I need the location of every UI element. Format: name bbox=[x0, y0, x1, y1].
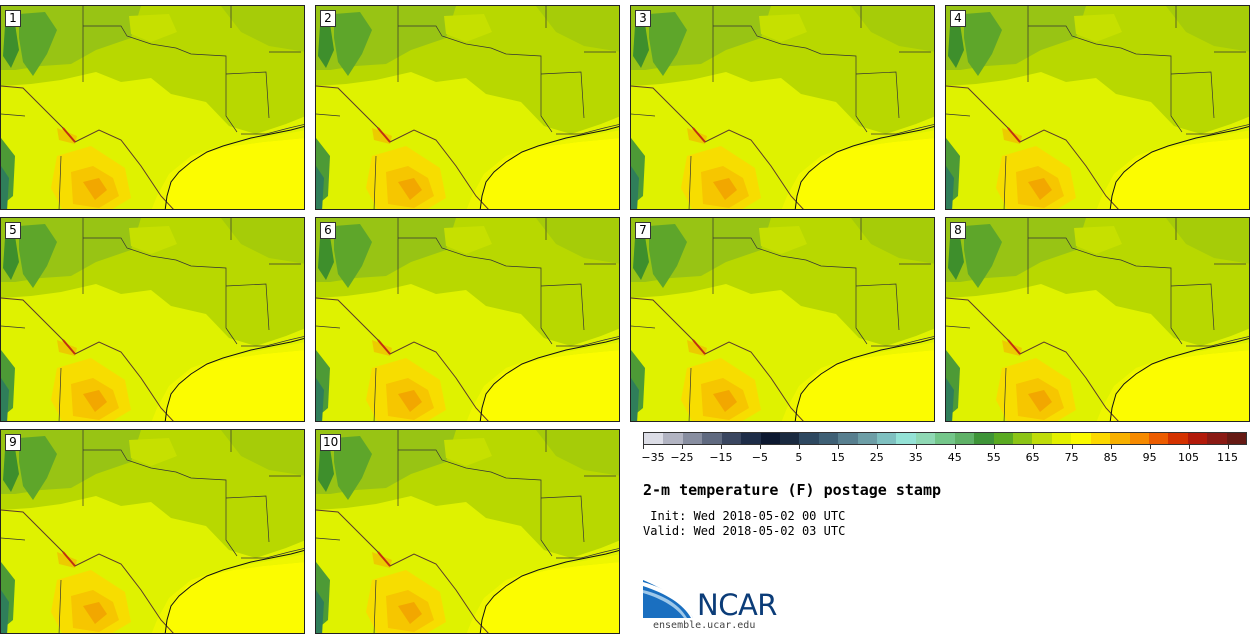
colorbar-swatch bbox=[877, 433, 897, 444]
colorbar-tick-label: 25 bbox=[869, 451, 884, 464]
colorbar-swatch bbox=[896, 433, 916, 444]
colorbar-tick-label: 65 bbox=[1025, 451, 1040, 464]
colorbar-swatch bbox=[721, 433, 742, 444]
postage-stamp-map: 9 bbox=[0, 429, 305, 634]
postage-stamp-map: 5 bbox=[0, 217, 305, 422]
colorbar-tick bbox=[1071, 445, 1073, 449]
member-label: 10 bbox=[320, 434, 342, 451]
member-label: 4 bbox=[950, 10, 966, 27]
colorbar-tick-label: 95 bbox=[1142, 451, 1157, 464]
colorbar-tick bbox=[876, 445, 878, 449]
colorbar-tick bbox=[954, 445, 956, 449]
colorbar-swatch bbox=[954, 433, 975, 444]
member-label: 5 bbox=[5, 222, 21, 239]
colorbar-swatch bbox=[1129, 433, 1149, 444]
colorbar-swatch bbox=[1013, 433, 1033, 444]
colorbar-tick-label: 115 bbox=[1217, 451, 1239, 464]
member-label: 2 bbox=[320, 10, 336, 27]
postage-stamp-map: 8 bbox=[945, 217, 1250, 422]
postage-stamp-map: 2 bbox=[315, 5, 620, 210]
colorbar-swatch bbox=[799, 433, 819, 444]
ncar-logo-text: NCAR bbox=[697, 588, 777, 622]
colorbar-tick bbox=[720, 445, 722, 449]
colorbar-swatch bbox=[935, 433, 955, 444]
valid-time: Valid: Wed 2018-05-02 03 UTC bbox=[643, 524, 846, 538]
colorbar-tick bbox=[1110, 445, 1112, 449]
colorbar-tick bbox=[1188, 445, 1190, 449]
postage-stamp-map: 4 bbox=[945, 5, 1250, 210]
colorbar-swatch bbox=[1168, 433, 1188, 444]
colorbar-tick bbox=[759, 445, 761, 449]
colorbar-tick-label: 45 bbox=[947, 451, 962, 464]
colorbar-tick bbox=[681, 445, 683, 449]
colorbar-tick-label: −15 bbox=[709, 451, 733, 464]
postage-stamp-map: 1 bbox=[0, 5, 305, 210]
colorbar-tick bbox=[837, 445, 839, 449]
colorbar-swatch bbox=[1032, 433, 1052, 444]
colorbar-tick-label: −5 bbox=[751, 451, 768, 464]
colorbar-swatch bbox=[857, 433, 878, 444]
colorbar-swatch bbox=[1148, 433, 1169, 444]
postage-stamp-map: 6 bbox=[315, 217, 620, 422]
colorbar-tick bbox=[1032, 445, 1034, 449]
colorbar-swatch bbox=[1051, 433, 1072, 444]
colorbar-swatch bbox=[1187, 433, 1208, 444]
postage-stamp-map: 7 bbox=[630, 217, 935, 422]
colorbar-tick-label: 5 bbox=[795, 451, 803, 464]
colorbar-swatch bbox=[1071, 433, 1091, 444]
member-label: 9 bbox=[5, 434, 21, 451]
colorbar-tick-label: 35 bbox=[908, 451, 923, 464]
temperature-colorbar bbox=[643, 432, 1247, 445]
postage-stamp-map: 3 bbox=[630, 5, 935, 210]
colorbar-tick-label: 15 bbox=[830, 451, 845, 464]
colorbar-swatch bbox=[663, 433, 683, 444]
colorbar-tick-label: 75 bbox=[1064, 451, 1079, 464]
logo-url: ensemble.ucar.edu bbox=[653, 620, 756, 631]
colorbar-swatch bbox=[1207, 433, 1227, 444]
colorbar-tick bbox=[993, 445, 995, 449]
colorbar-tick-label: 105 bbox=[1178, 451, 1200, 464]
colorbar-swatch bbox=[974, 433, 994, 444]
colorbar-swatch bbox=[838, 433, 858, 444]
colorbar-tick-label: −25 bbox=[670, 451, 694, 464]
colorbar-swatch bbox=[779, 433, 800, 444]
colorbar-tick bbox=[1227, 445, 1229, 449]
colorbar-swatch bbox=[1226, 433, 1247, 444]
member-label: 3 bbox=[635, 10, 651, 27]
colorbar-swatch bbox=[818, 433, 839, 444]
colorbar-ticks: −35 −25 −15 −5 5 15 25 35 45 55 65 75 85 95 105 115 bbox=[641, 445, 1247, 467]
colorbar-swatch bbox=[760, 433, 780, 444]
member-label: 6 bbox=[320, 222, 336, 239]
ncar-logo-icon bbox=[643, 580, 693, 618]
colorbar-tick bbox=[1149, 445, 1151, 449]
colorbar-swatch bbox=[993, 433, 1014, 444]
member-label: 1 bbox=[5, 10, 21, 27]
colorbar-swatch bbox=[1090, 433, 1111, 444]
colorbar-tick bbox=[915, 445, 917, 449]
init-time: Init: Wed 2018-05-02 00 UTC bbox=[643, 509, 846, 523]
postage-stamp-map: 10 bbox=[315, 429, 620, 634]
member-label: 8 bbox=[950, 222, 966, 239]
colorbar-swatch bbox=[644, 433, 664, 444]
colorbar-tick bbox=[798, 445, 800, 449]
colorbar-tick-label: −35 bbox=[641, 451, 665, 464]
colorbar-swatch bbox=[741, 433, 761, 444]
colorbar-swatch bbox=[1110, 433, 1130, 444]
member-label: 7 bbox=[635, 222, 651, 239]
colorbar-swatch bbox=[682, 433, 703, 444]
colorbar-swatch bbox=[702, 433, 722, 444]
colorbar-tick-label: 85 bbox=[1103, 451, 1118, 464]
colorbar-tick bbox=[643, 445, 644, 449]
colorbar-tick-label: 55 bbox=[986, 451, 1001, 464]
chart-title: 2-m temperature (F) postage stamp bbox=[643, 481, 942, 499]
colorbar-swatch bbox=[915, 433, 936, 444]
